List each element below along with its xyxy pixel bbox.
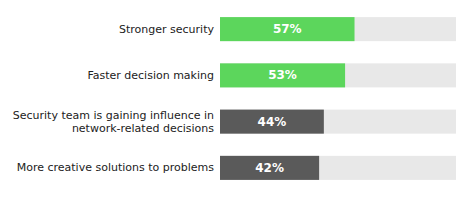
category-label: Stronger security	[119, 23, 214, 36]
bar	[220, 110, 324, 134]
data-label: 53%	[268, 68, 297, 82]
separator	[220, 97, 456, 100]
separator	[220, 143, 456, 146]
bar	[220, 156, 319, 180]
data-label: 42%	[255, 161, 284, 175]
chart-container: 57% Stronger security 53% Faster decision m…	[0, 0, 468, 197]
data-label: 57%	[273, 22, 302, 36]
bar-track	[220, 63, 456, 87]
bar	[220, 17, 355, 41]
bar-track	[220, 110, 456, 134]
bar-track	[220, 17, 456, 41]
category-label: Faster decision making	[87, 69, 214, 82]
category-label: More creative solutions to problems	[17, 161, 215, 174]
bars	[220, 17, 456, 180]
bar-track	[220, 156, 456, 180]
data-label: 44%	[258, 115, 287, 129]
bar	[220, 63, 345, 87]
category-label: Security team is gaining influence innet…	[13, 109, 215, 135]
separator	[220, 51, 456, 54]
chart: 57% Stronger security 53% Faster decision m…	[0, 0, 468, 197]
